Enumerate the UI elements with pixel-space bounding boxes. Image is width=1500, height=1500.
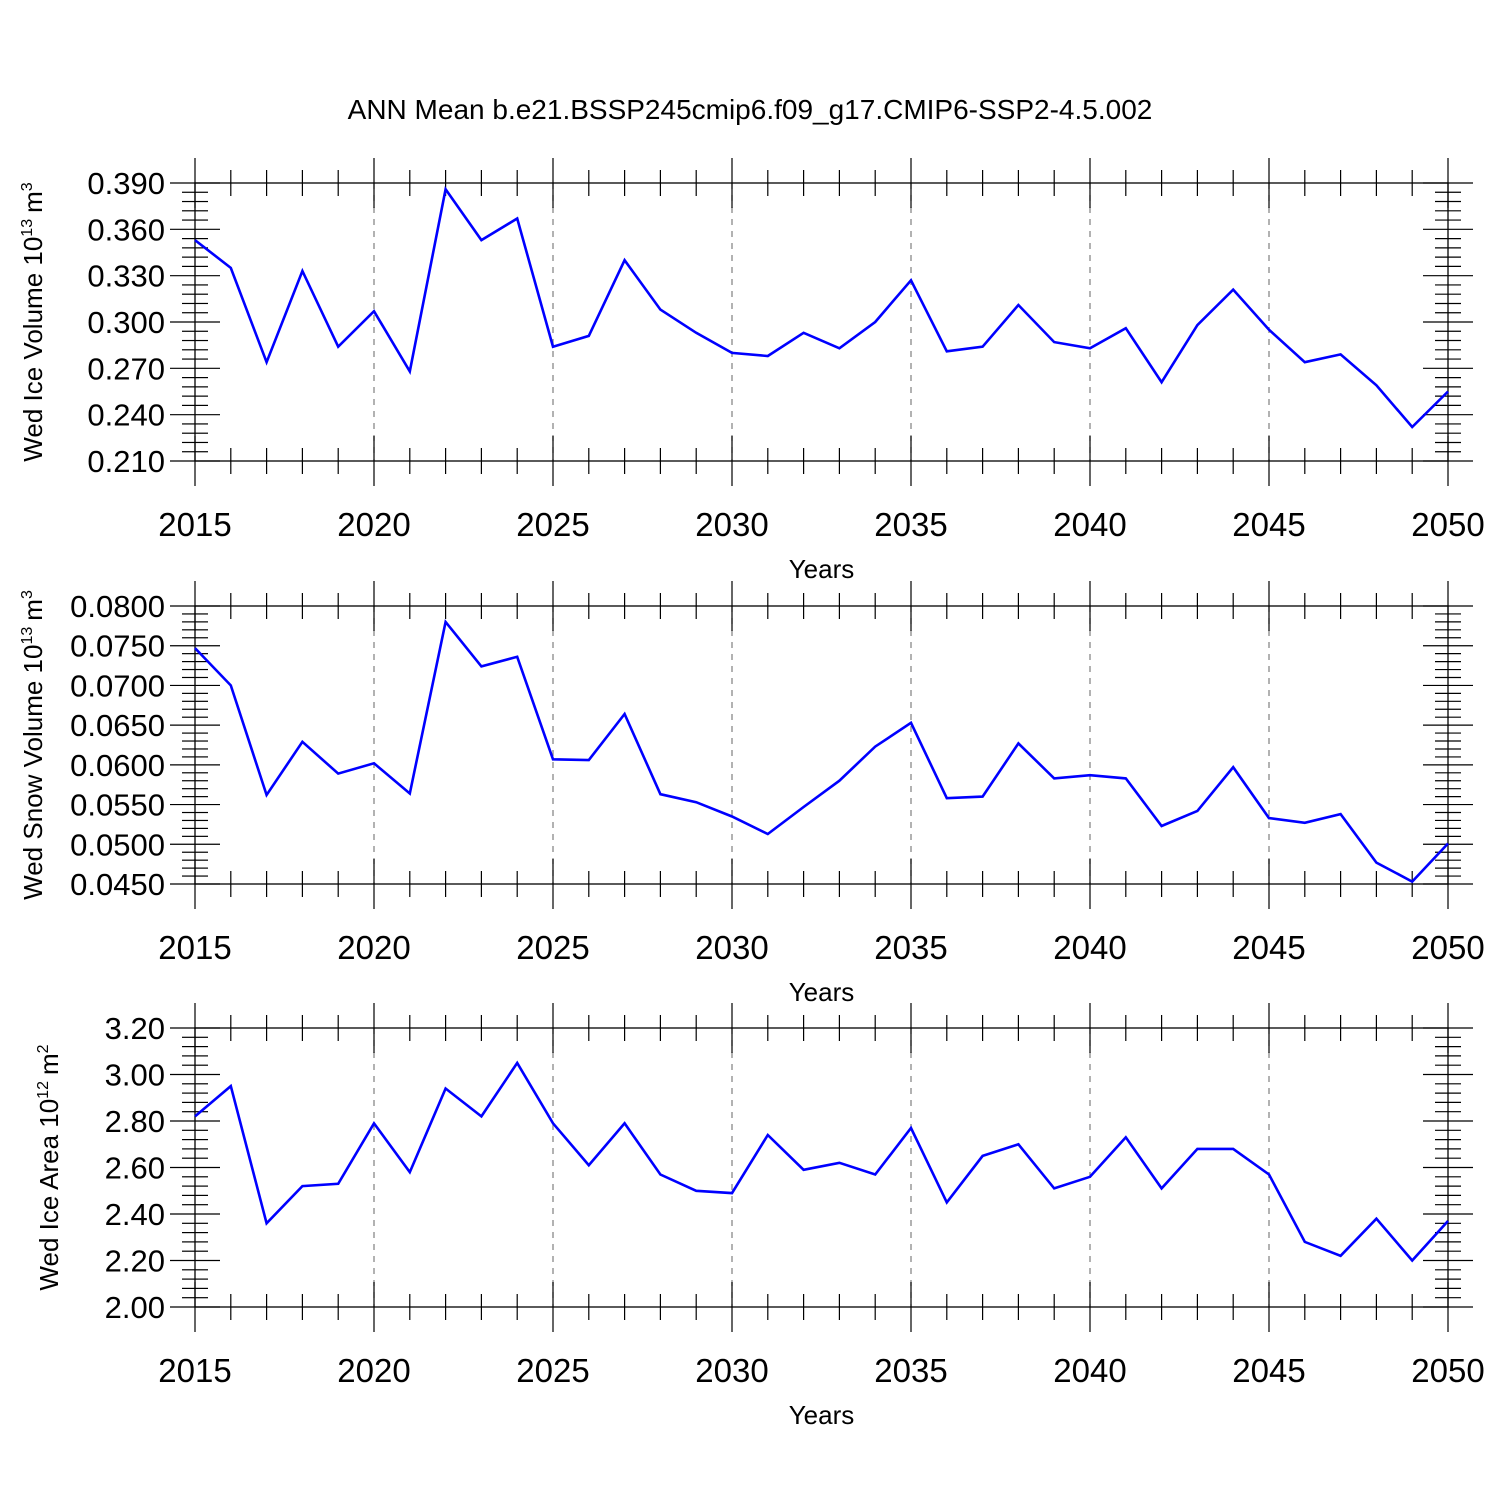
series-line	[194, 1060, 1449, 1263]
x-tick-label: 2030	[695, 1352, 768, 1389]
x-tick-label: 2035	[874, 929, 947, 966]
y-axis-label-exponent: 12	[35, 1081, 52, 1099]
y-tick-label: 0.0700	[70, 668, 165, 703]
y-tick-label: 0.0750	[70, 629, 165, 664]
y-axis-label-exponent: 13	[19, 219, 36, 237]
y-axis-label-unit: m	[18, 191, 48, 213]
x-tick-label: 2035	[874, 1352, 947, 1389]
y-tick-label: 2.20	[105, 1244, 165, 1279]
y-tick-label: 0.0500	[70, 827, 165, 862]
panel-2: 2015 2020 2025 2030 2035 2040 2045 2050 0.0450 0.…	[18, 581, 1485, 1007]
y-tick-label: 0.0450	[70, 867, 165, 902]
x-tick-label: 2030	[695, 929, 768, 966]
y-axis-label: Wed Ice Area 1012 m2	[34, 1044, 64, 1290]
x-tick-label: 2040	[1053, 929, 1126, 966]
x-tick-label: 2025	[516, 506, 589, 543]
y-axis-label-text: Wed Ice Volume 10	[18, 237, 48, 462]
y-tick-label: 0.330	[87, 259, 165, 294]
y-axis-label-exponent: 13	[19, 627, 36, 645]
y-tick-label: 0.360	[87, 212, 165, 247]
y-tick-label: 0.0800	[70, 589, 165, 624]
x-tick-label: 2020	[337, 929, 410, 966]
y-tick-label: 3.00	[105, 1058, 165, 1093]
panel-3: 2015 2020 2025 2030 2035 2040 2045 2050 2.00 2.20…	[34, 1003, 1485, 1430]
x-tick-label: 2020	[337, 506, 410, 543]
x-axis-label: Years	[789, 554, 855, 584]
plot-frame	[194, 182, 1449, 462]
y-tick-label: 0.390	[87, 166, 165, 201]
x-axis-label: Years	[789, 977, 855, 1007]
y-tick-label: 2.60	[105, 1151, 165, 1186]
x-tick-label: 2040	[1053, 506, 1126, 543]
y-tick-label: 2.40	[105, 1197, 165, 1232]
y-axis-label-unit-exponent: 2	[35, 1044, 52, 1053]
y-tick-label: 3.20	[105, 1011, 165, 1046]
plot-frame	[194, 605, 1449, 885]
y-tick-label: 0.240	[87, 398, 165, 433]
y-tick-label: 0.0600	[70, 748, 165, 783]
y-tick-label: 2.00	[105, 1290, 165, 1325]
x-tick-label: 2050	[1411, 929, 1484, 966]
y-axis-label: Wed Snow Volume 1013 m3	[18, 590, 48, 900]
x-tick-label: 2025	[516, 929, 589, 966]
x-tick-label: 2050	[1411, 1352, 1484, 1389]
y-tick-label: 0.0550	[70, 788, 165, 823]
y-tick-label: 0.0650	[70, 708, 165, 743]
y-axis-label: Wed Ice Volume 1013 m3	[18, 182, 48, 461]
x-tick-label: 2045	[1232, 1352, 1305, 1389]
series-line	[194, 618, 1449, 884]
y-axis-label-unit-exponent: 3	[19, 182, 36, 191]
x-tick-label: 2045	[1232, 929, 1305, 966]
x-tick-label: 2030	[695, 506, 768, 543]
x-tick-label: 2025	[516, 1352, 589, 1389]
y-tick-label: 2.80	[105, 1104, 165, 1139]
y-axis-label-unit: m	[18, 599, 48, 621]
y-tick-label: 0.210	[87, 444, 165, 479]
x-tick-label: 2015	[158, 929, 231, 966]
y-tick-label: 0.300	[87, 305, 165, 340]
x-tick-label: 2020	[337, 1352, 410, 1389]
x-tick-label: 2050	[1411, 506, 1484, 543]
y-axis-label-unit-exponent: 3	[19, 590, 36, 599]
x-axis-label: Years	[789, 1400, 855, 1430]
figure-title: ANN Mean b.e21.BSSP245cmip6.f09_g17.CMIP…	[348, 94, 1153, 125]
x-tick-label: 2035	[874, 506, 947, 543]
x-tick-label: 2040	[1053, 1352, 1126, 1389]
x-tick-label: 2015	[158, 1352, 231, 1389]
y-axis-label-unit: m	[34, 1053, 64, 1075]
y-axis-label-text: Wed Snow Volume 10	[18, 645, 48, 900]
y-tick-label: 0.270	[87, 351, 165, 386]
series-line	[194, 185, 1449, 429]
x-tick-label: 2045	[1232, 506, 1305, 543]
y-axis-label-text: Wed Ice Area 10	[34, 1099, 64, 1291]
x-tick-label: 2015	[158, 506, 231, 543]
panel-1: 2015 2020 2025 2030 2035 2040 2045 2050 0.210 0.2…	[18, 158, 1485, 584]
